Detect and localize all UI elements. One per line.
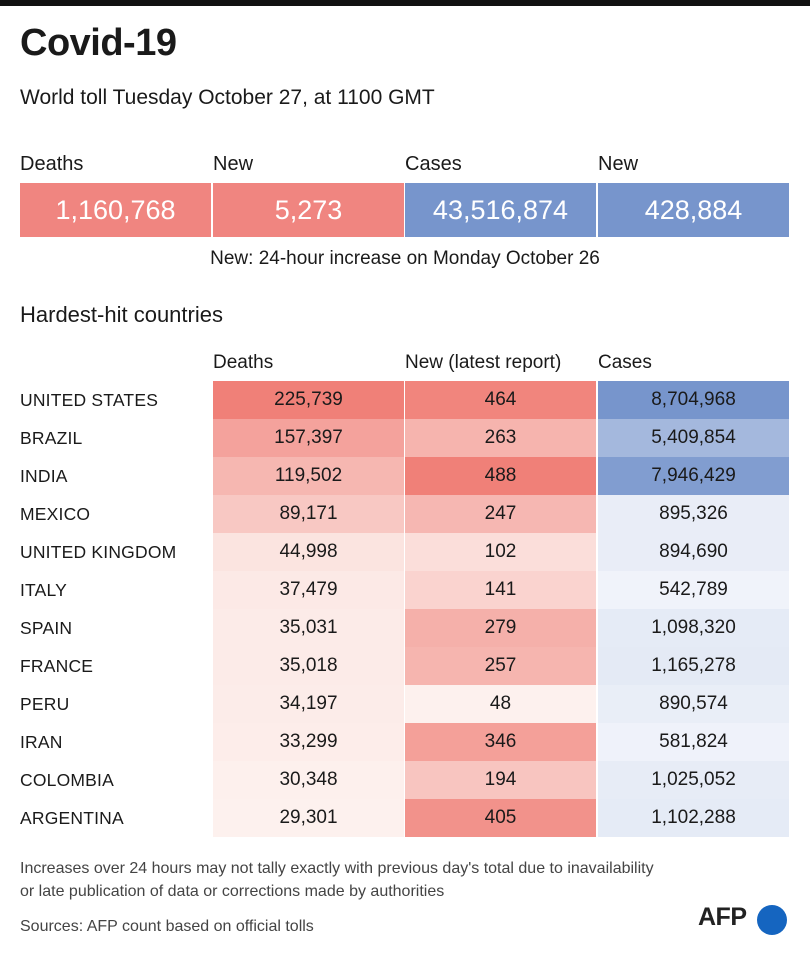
summary-new-cases-value: 428,884 [598, 183, 789, 237]
disclaimer-line-2: or late publication of data or correctio… [20, 883, 445, 900]
table-row: UNITED KINGDOM 44,998 102 894,690 [0, 533, 810, 571]
country-label: IRAN [20, 732, 63, 752]
table-row: BRAZIL 157,397 263 5,409,854 [0, 419, 810, 457]
new-cell: 464 [405, 381, 596, 419]
table-row: IRAN 33,299 346 581,824 [0, 723, 810, 761]
country-label: FRANCE [20, 656, 94, 676]
deaths-cell: 35,031 [213, 609, 404, 647]
new-cell: 263 [405, 419, 596, 457]
deaths-cell: 34,197 [213, 685, 404, 723]
country-label: MEXICO [20, 504, 91, 524]
table-row: ITALY 37,479 141 542,789 [0, 571, 810, 609]
cases-cell: 1,102,288 [598, 799, 789, 837]
column-header-deaths: Deaths [213, 352, 274, 373]
new-cell: 488 [405, 457, 596, 495]
cases-cell: 890,574 [598, 685, 789, 723]
country-label: ITALY [20, 580, 68, 600]
deaths-cell: 35,018 [213, 647, 404, 685]
top-rule [0, 0, 810, 6]
summary-deaths-value: 1,160,768 [20, 183, 211, 237]
country-label: ARGENTINA [20, 808, 124, 828]
new-cell: 279 [405, 609, 596, 647]
page-subtitle: World toll Tuesday October 27, at 1100 G… [20, 86, 435, 109]
summary-note: New: 24-hour increase on Monday October … [210, 248, 600, 269]
deaths-cell: 37,479 [213, 571, 404, 609]
deaths-cell: 29,301 [213, 799, 404, 837]
afp-logo-icon [757, 905, 787, 935]
new-cell: 102 [405, 533, 596, 571]
cases-cell: 581,824 [598, 723, 789, 761]
cases-cell: 1,098,320 [598, 609, 789, 647]
country-label: COLOMBIA [20, 770, 114, 790]
table-row: MEXICO 89,171 247 895,326 [0, 495, 810, 533]
table-row: ARGENTINA 29,301 405 1,102,288 [0, 799, 810, 837]
new-cell: 141 [405, 571, 596, 609]
column-header-new: New (latest report) [405, 352, 562, 373]
country-label: SPAIN [20, 618, 73, 638]
new-cell: 48 [405, 685, 596, 723]
country-label: UNITED KINGDOM [20, 542, 177, 562]
summary-cases-value: 43,516,874 [405, 183, 596, 237]
disclaimer-line-1: Increases over 24 hours may not tally ex… [20, 860, 654, 877]
deaths-cell: 157,397 [213, 419, 404, 457]
cases-cell: 895,326 [598, 495, 789, 533]
column-header-cases: Cases [598, 352, 652, 373]
new-cell: 257 [405, 647, 596, 685]
afp-logo-text: AFP [698, 903, 747, 931]
table-row: UNITED STATES 225,739 464 8,704,968 [0, 381, 810, 419]
summary-label-cases: Cases [405, 153, 462, 175]
cases-cell: 5,409,854 [598, 419, 789, 457]
cases-cell: 894,690 [598, 533, 789, 571]
deaths-cell: 33,299 [213, 723, 404, 761]
table-row: INDIA 119,502 488 7,946,429 [0, 457, 810, 495]
page-title: Covid-19 [20, 22, 177, 64]
summary-new-deaths-value: 5,273 [213, 183, 404, 237]
table-row: COLOMBIA 30,348 194 1,025,052 [0, 761, 810, 799]
cases-cell: 1,025,052 [598, 761, 789, 799]
country-label: INDIA [20, 466, 68, 486]
deaths-cell: 119,502 [213, 457, 404, 495]
new-cell: 194 [405, 761, 596, 799]
country-label: BRAZIL [20, 428, 83, 448]
country-label: UNITED STATES [20, 390, 159, 410]
table-row: SPAIN 35,031 279 1,098,320 [0, 609, 810, 647]
deaths-cell: 44,998 [213, 533, 404, 571]
cases-cell: 542,789 [598, 571, 789, 609]
sources-text: Sources: AFP count based on official tol… [20, 918, 314, 935]
deaths-cell: 89,171 [213, 495, 404, 533]
deaths-cell: 225,739 [213, 381, 404, 419]
new-cell: 247 [405, 495, 596, 533]
new-cell: 346 [405, 723, 596, 761]
table-row: FRANCE 35,018 257 1,165,278 [0, 647, 810, 685]
country-label: PERU [20, 694, 70, 714]
cases-cell: 1,165,278 [598, 647, 789, 685]
new-cell: 405 [405, 799, 596, 837]
cases-cell: 8,704,968 [598, 381, 789, 419]
summary-label-deaths: Deaths [20, 153, 84, 175]
summary-label-new-deaths: New [213, 153, 254, 175]
deaths-cell: 30,348 [213, 761, 404, 799]
cases-cell: 7,946,429 [598, 457, 789, 495]
summary-label-new-cases: New [598, 153, 639, 175]
table-title: Hardest-hit countries [20, 302, 223, 327]
table-row: PERU 34,197 48 890,574 [0, 685, 810, 723]
